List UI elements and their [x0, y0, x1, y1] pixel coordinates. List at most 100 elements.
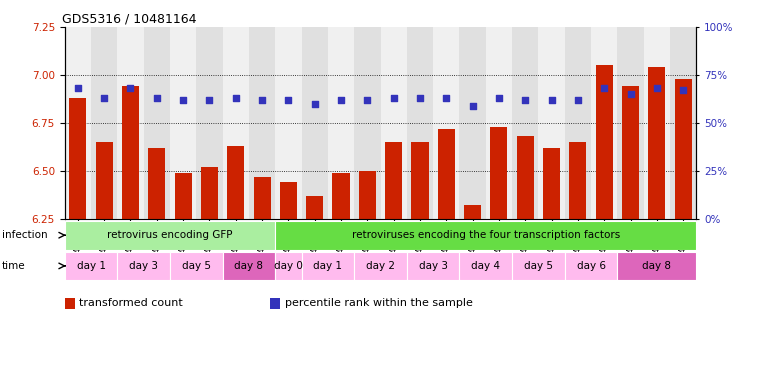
Text: GDS5316 / 10481164: GDS5316 / 10481164: [62, 13, 196, 26]
Text: day 6: day 6: [577, 261, 606, 271]
Point: [466, 103, 479, 109]
Bar: [438, 129, 455, 219]
Point: [203, 97, 215, 103]
Bar: [464, 205, 481, 219]
Point: [677, 87, 689, 93]
Point: [440, 95, 452, 101]
Bar: [69, 98, 87, 219]
Text: day 5: day 5: [182, 261, 211, 271]
Bar: [148, 148, 165, 219]
Bar: [486, 27, 512, 219]
Point: [230, 95, 242, 101]
Bar: [596, 65, 613, 219]
Bar: [65, 27, 91, 219]
Point: [177, 97, 189, 103]
Bar: [91, 27, 117, 219]
Point: [651, 85, 663, 91]
Bar: [301, 252, 354, 280]
Text: day 2: day 2: [366, 261, 395, 271]
Bar: [170, 252, 223, 280]
Bar: [65, 221, 275, 250]
Bar: [569, 142, 587, 219]
Bar: [228, 146, 244, 219]
Bar: [96, 142, 113, 219]
Bar: [117, 252, 170, 280]
Text: retrovirus encoding GFP: retrovirus encoding GFP: [107, 230, 233, 240]
Point: [72, 85, 84, 91]
Bar: [280, 182, 297, 219]
Bar: [275, 252, 301, 280]
Bar: [223, 252, 275, 280]
Bar: [117, 27, 144, 219]
Bar: [333, 173, 349, 219]
Bar: [223, 27, 249, 219]
Text: day 4: day 4: [471, 261, 500, 271]
Bar: [591, 27, 617, 219]
Bar: [617, 252, 696, 280]
Point: [282, 97, 295, 103]
Bar: [65, 252, 117, 280]
Bar: [275, 27, 301, 219]
Text: day 0: day 0: [274, 261, 303, 271]
Point: [151, 95, 163, 101]
Bar: [354, 27, 380, 219]
Point: [572, 97, 584, 103]
Point: [387, 95, 400, 101]
Point: [309, 101, 321, 107]
Bar: [358, 171, 376, 219]
Text: day 3: day 3: [129, 261, 158, 271]
Bar: [412, 142, 428, 219]
Bar: [354, 252, 407, 280]
Bar: [617, 27, 644, 219]
Point: [256, 97, 268, 103]
Bar: [249, 27, 275, 219]
Bar: [648, 67, 665, 219]
Bar: [122, 86, 139, 219]
Bar: [565, 252, 617, 280]
Bar: [512, 27, 539, 219]
Bar: [644, 27, 670, 219]
Point: [598, 85, 610, 91]
Bar: [275, 221, 696, 250]
Bar: [670, 27, 696, 219]
Bar: [674, 79, 692, 219]
Bar: [517, 136, 533, 219]
Bar: [144, 27, 170, 219]
Point: [124, 85, 136, 91]
Bar: [433, 27, 460, 219]
Text: day 5: day 5: [524, 261, 553, 271]
Text: day 8: day 8: [642, 261, 671, 271]
Bar: [407, 27, 433, 219]
Bar: [622, 86, 639, 219]
Bar: [170, 27, 196, 219]
Bar: [306, 196, 323, 219]
Bar: [490, 127, 508, 219]
Bar: [460, 27, 486, 219]
Bar: [380, 27, 407, 219]
Text: percentile rank within the sample: percentile rank within the sample: [285, 298, 473, 308]
Bar: [460, 252, 512, 280]
Bar: [512, 252, 565, 280]
Bar: [543, 148, 560, 219]
Bar: [385, 142, 403, 219]
Point: [414, 95, 426, 101]
Text: retroviruses encoding the four transcription factors: retroviruses encoding the four transcrip…: [352, 230, 620, 240]
Text: transformed count: transformed count: [79, 298, 183, 308]
Point: [361, 97, 374, 103]
Bar: [253, 177, 271, 219]
Text: infection: infection: [2, 230, 47, 240]
Text: day 1: day 1: [77, 261, 106, 271]
Bar: [174, 173, 192, 219]
Bar: [301, 27, 328, 219]
Bar: [565, 27, 591, 219]
Bar: [328, 27, 354, 219]
Point: [625, 91, 637, 97]
Bar: [196, 27, 222, 219]
Text: day 8: day 8: [234, 261, 263, 271]
Text: day 1: day 1: [314, 261, 342, 271]
Text: day 3: day 3: [419, 261, 447, 271]
Bar: [201, 167, 218, 219]
Point: [519, 97, 531, 103]
Text: time: time: [2, 261, 25, 271]
Point: [98, 95, 110, 101]
